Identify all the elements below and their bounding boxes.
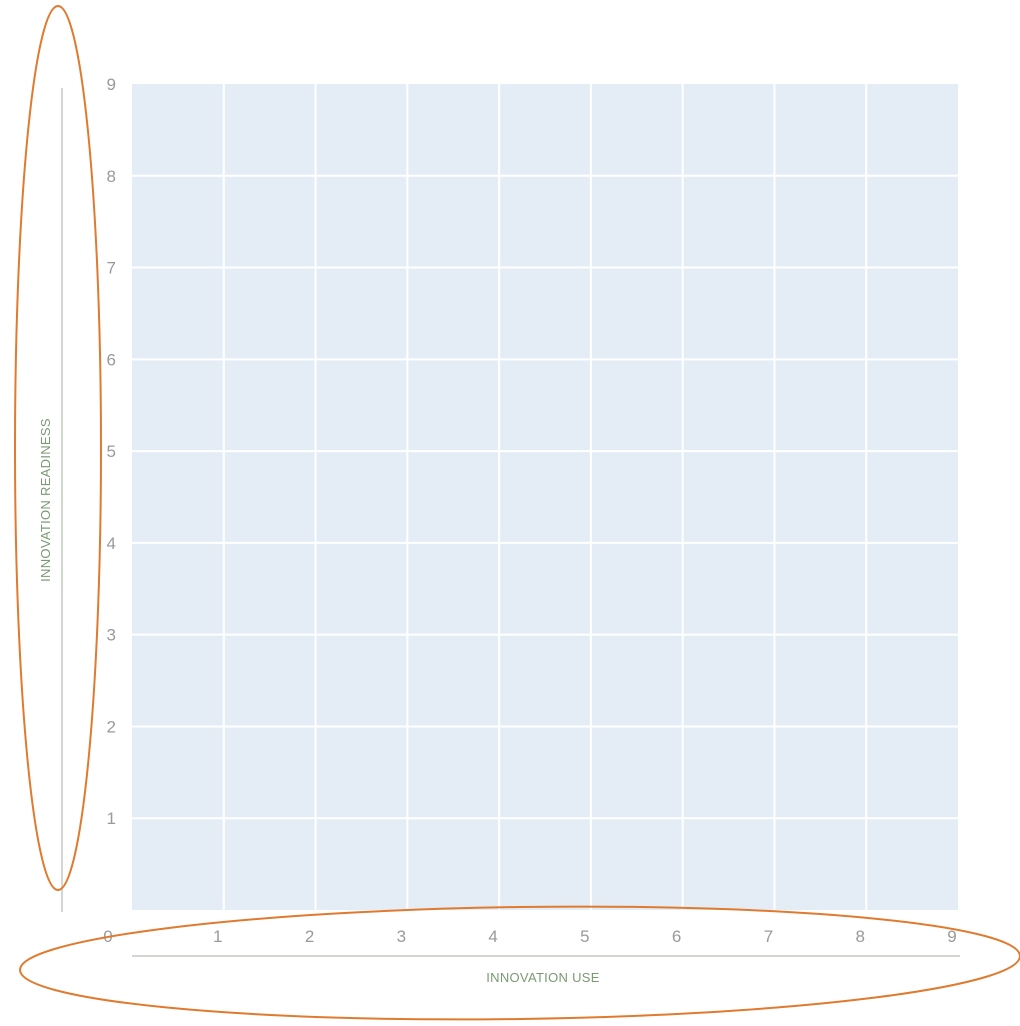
x-tick-label: 2 — [305, 927, 314, 946]
x-tick-label: 5 — [580, 927, 589, 946]
x-tick-label: 8 — [855, 927, 864, 946]
x-tick-label: 9 — [947, 927, 956, 946]
x-axis-annotation-ellipse — [19, 905, 1020, 1021]
x-tick-label: 1 — [213, 927, 222, 946]
x-axis-title: INNOVATION USE — [486, 970, 600, 985]
y-tick-label: 3 — [107, 626, 116, 645]
y-tick-label: 9 — [107, 75, 116, 94]
y-tick-label: 6 — [107, 350, 116, 369]
y-tick-label: 1 — [107, 809, 116, 828]
y-tick-labels: 1 2 3 4 5 6 7 8 9 — [107, 75, 116, 828]
x-tick-label: 6 — [672, 927, 681, 946]
y-axis-title: INNOVATION READINESS — [38, 418, 53, 582]
plot-area — [132, 84, 958, 910]
x-tick-label: 4 — [488, 927, 497, 946]
y-tick-label: 8 — [107, 167, 116, 186]
y-tick-label: 7 — [107, 259, 116, 278]
grid-lines — [132, 84, 958, 910]
y-tick-label: 5 — [107, 442, 116, 461]
x-tick-label: 7 — [764, 927, 773, 946]
y-tick-label: 2 — [107, 717, 116, 736]
x-tick-label: 3 — [397, 927, 406, 946]
y-axis-annotation-ellipse — [14, 5, 102, 891]
y-tick-label: 4 — [107, 534, 116, 553]
